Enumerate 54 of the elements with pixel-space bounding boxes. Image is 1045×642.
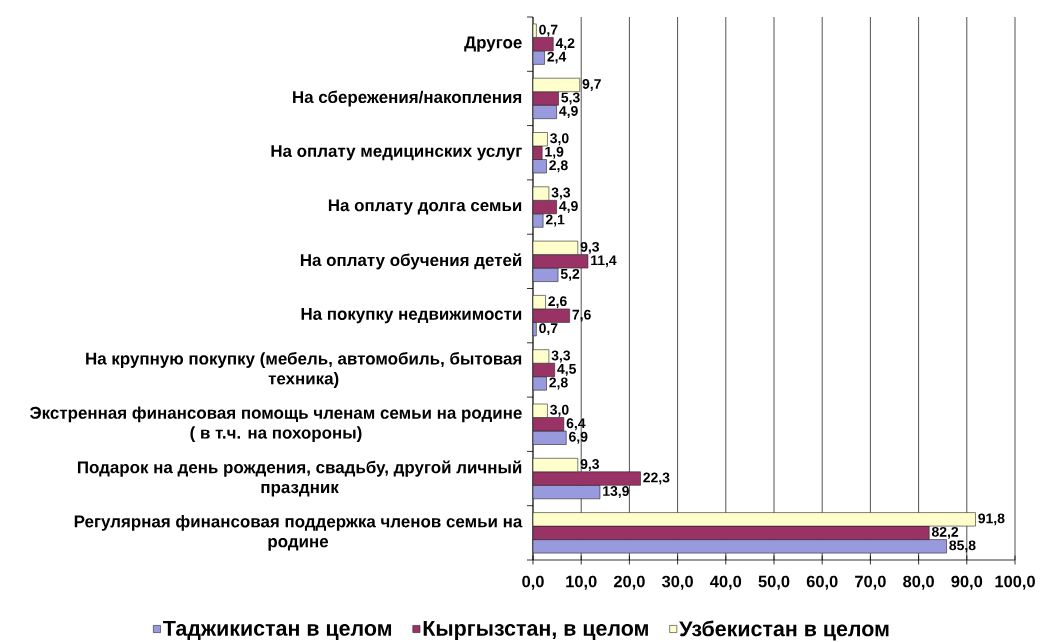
data-label: 4,9 <box>559 201 578 213</box>
x-tick-label: 30,0 <box>661 575 693 590</box>
x-tick-label: 20,0 <box>613 575 645 590</box>
x-tick-label: 50,0 <box>758 575 790 590</box>
y-tick-label: На оплату медицинских услуг <box>271 145 522 161</box>
data-label: 85,8 <box>949 540 976 553</box>
x-tick-label: 40,0 <box>710 575 742 590</box>
data-label: 9,7 <box>582 78 601 91</box>
data-label: 4,2 <box>555 38 575 51</box>
data-label: 3,0 <box>550 133 569 146</box>
x-tick-label: 80,0 <box>903 575 934 590</box>
data-label: 5,3 <box>561 92 580 105</box>
data-label: 91,8 <box>978 513 1005 526</box>
data-label: 1,9 <box>545 146 564 159</box>
x-tick-label: 100,0 <box>995 575 1035 590</box>
legend-label: Узбекистан в целом <box>679 620 889 641</box>
y-tick-label: Регулярная финансовая поддержка членов семьи на родине <box>74 515 523 551</box>
data-label: 6,4 <box>566 418 586 431</box>
y-tick-label: Подарок на день рождения, свадьбу, другой личный праздник <box>77 460 522 497</box>
y-tick-label: На покупку недвижимости <box>301 308 522 324</box>
y-tick-label: Экстренная финансовая помощь членам семьи на родине ( в т.ч. на похороны) <box>30 406 522 443</box>
y-tick-label: На оплату обучения детей <box>300 253 522 270</box>
x-tick-label: 90,0 <box>951 575 983 590</box>
data-label: 9,3 <box>580 459 600 471</box>
data-label: 5,2 <box>560 268 580 281</box>
data-label: 11,4 <box>591 255 617 268</box>
x-tick-label: 60,0 <box>806 575 838 590</box>
x-tick-label: 70,0 <box>855 575 886 590</box>
data-label: 2,8 <box>549 160 568 173</box>
data-label: 3,3 <box>551 187 571 200</box>
data-label: 2,6 <box>548 296 567 309</box>
legend-label: Таджикистан в целом <box>163 620 392 640</box>
data-label: 2,1 <box>545 214 565 227</box>
data-label: 3,0 <box>550 404 569 417</box>
data-label: 82,2 <box>931 526 959 539</box>
data-label: 2,8 <box>549 377 568 390</box>
data-label: 22,3 <box>643 472 670 485</box>
data-label: 6,9 <box>569 431 588 444</box>
x-tick-label: 10,0 <box>566 575 597 590</box>
data-label: 9,3 <box>580 241 600 254</box>
data-label: 2,4 <box>547 51 567 64</box>
data-label: 3,3 <box>551 350 571 363</box>
data-label: 13,9 <box>603 486 629 498</box>
data-label: 4,5 <box>557 364 576 376</box>
data-label: 0,7 <box>539 24 558 37</box>
y-tick-label: На крупную покупку (мебель, автомобиль, бытовая техника) <box>86 352 522 388</box>
data-label: 0,7 <box>539 323 558 336</box>
data-label: 7,6 <box>572 309 591 322</box>
data-label: 4,9 <box>559 105 578 118</box>
legend-label: Кыргызстан, в целом <box>423 620 648 641</box>
x-tick-label: 0,0 <box>522 575 544 590</box>
y-tick-label: Другое <box>464 36 522 52</box>
y-tick-label: На оплату долга семьи <box>328 199 522 215</box>
y-tick-label: На сбережения/накопления <box>293 90 522 107</box>
